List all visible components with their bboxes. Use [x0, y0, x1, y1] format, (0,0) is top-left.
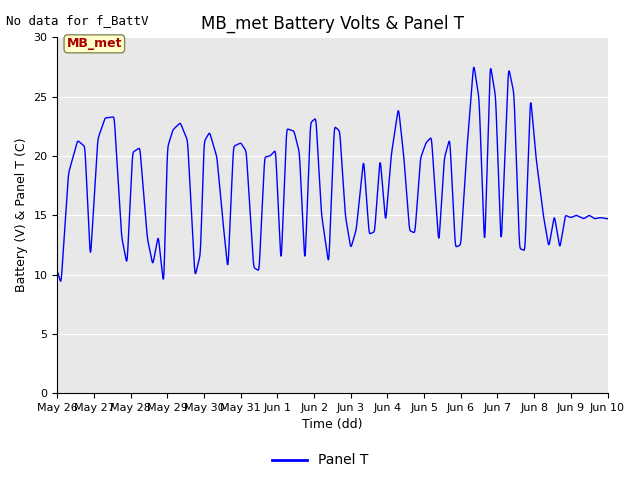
Text: No data for f_BattV: No data for f_BattV	[6, 14, 149, 27]
Legend: Panel T: Panel T	[266, 448, 374, 473]
Y-axis label: Battery (V) & Panel T (C): Battery (V) & Panel T (C)	[15, 138, 28, 292]
Title: MB_met Battery Volts & Panel T: MB_met Battery Volts & Panel T	[201, 15, 464, 33]
Text: MB_met: MB_met	[67, 37, 122, 50]
X-axis label: Time (dd): Time (dd)	[302, 419, 363, 432]
